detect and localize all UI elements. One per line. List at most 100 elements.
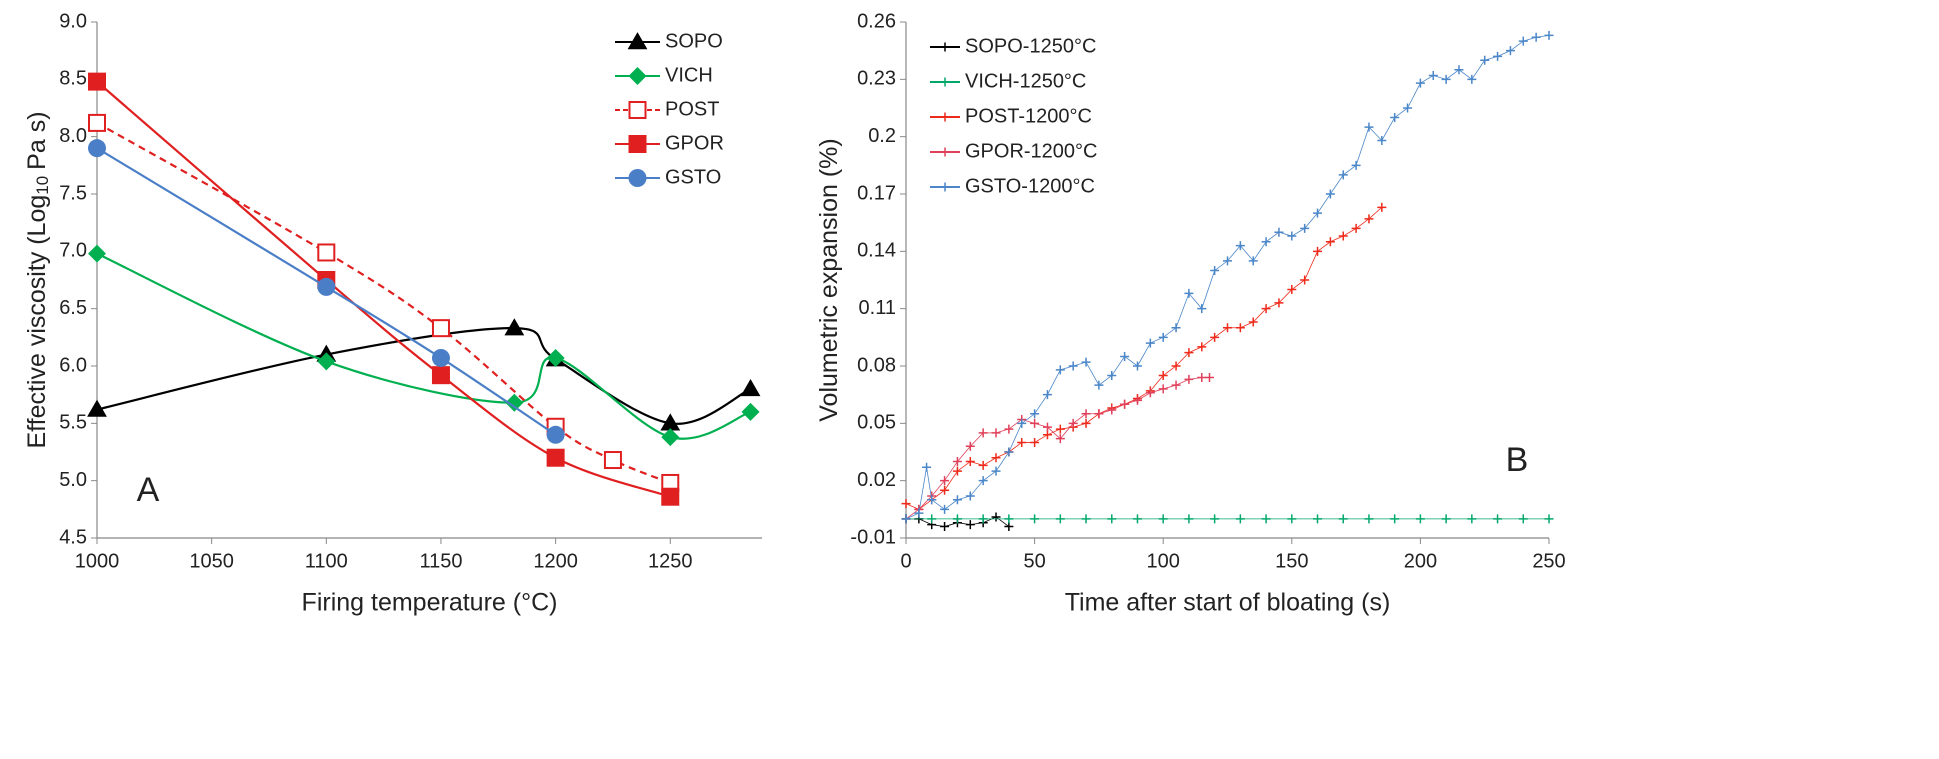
x-tick-label: 250	[1532, 550, 1565, 572]
y-axis-title-text: Volumetric expansion (%)	[815, 138, 843, 421]
marker	[1132, 395, 1142, 405]
panel: -0.01 0.02 0.05 0.08 0.11 0.14 0.17 0.2 0.23 0.26…	[815, 10, 1566, 616]
marker	[940, 476, 950, 486]
marker	[1235, 323, 1245, 333]
legend-label: VICH-1250°C	[965, 70, 1086, 92]
marker	[1261, 237, 1271, 247]
marker	[1184, 288, 1194, 298]
x-tick-label: 1100	[305, 550, 348, 572]
series-line	[905, 34, 1550, 520]
marker	[978, 514, 988, 524]
marker	[1184, 514, 1194, 524]
marker	[1055, 424, 1065, 434]
marker	[1351, 223, 1361, 233]
marker	[1300, 275, 1310, 285]
legend-label: GSTO-1200°C	[965, 175, 1095, 197]
marker	[1338, 231, 1348, 241]
marker	[1313, 208, 1323, 218]
marker	[1158, 384, 1168, 394]
marker	[1428, 71, 1438, 81]
marker	[1017, 437, 1027, 447]
marker	[1377, 202, 1387, 212]
marker	[965, 491, 975, 501]
x-tick-label: 1200	[533, 550, 578, 572]
x-tick-label: 1150	[419, 550, 462, 572]
marker	[1325, 237, 1335, 247]
panel: 4.5 5.0 5.5 6.0 6.5 7.0 7.5 8.0 8.5 9.0 1000 1050 11…	[23, 10, 762, 617]
marker	[1184, 348, 1194, 358]
marker	[1030, 514, 1040, 524]
marker	[991, 512, 1001, 522]
marker	[1261, 304, 1271, 314]
marker	[927, 495, 937, 505]
legend-label: GPOR	[665, 132, 724, 154]
y-tick-label: 0.2	[868, 125, 896, 147]
marker	[1223, 323, 1232, 333]
marker	[87, 399, 107, 417]
marker	[1454, 65, 1464, 75]
series-line	[905, 207, 1383, 510]
series-line	[96, 80, 671, 498]
marker	[1197, 372, 1207, 382]
legend-marker	[940, 112, 950, 122]
y-tick-label: 0.08	[857, 354, 896, 376]
marker	[1235, 514, 1245, 524]
series-line	[96, 121, 671, 484]
marker	[1107, 405, 1117, 415]
marker	[1505, 46, 1515, 56]
marker	[1042, 422, 1052, 432]
marker	[1171, 380, 1181, 390]
marker	[1132, 361, 1142, 371]
marker	[1261, 514, 1271, 524]
marker	[1210, 265, 1220, 275]
y-tick-label: 9.0	[59, 10, 87, 32]
y-tick-label: 0.11	[859, 297, 896, 319]
marker	[952, 466, 962, 476]
x-tick-label: 200	[1404, 550, 1437, 572]
legend-marker	[628, 169, 647, 187]
marker	[1493, 514, 1503, 524]
marker	[1205, 372, 1214, 382]
marker	[940, 504, 950, 514]
y-axis-title: Effective viscosity (Log10 Pa s)	[23, 111, 53, 448]
series-line	[96, 327, 752, 425]
marker	[1415, 78, 1425, 88]
legend-label: POST-1200°C	[965, 105, 1092, 127]
marker	[901, 499, 911, 509]
marker	[1094, 409, 1104, 419]
marker	[546, 348, 565, 367]
marker	[991, 428, 1001, 438]
marker	[317, 352, 336, 371]
legend-marker	[940, 77, 950, 87]
marker	[1055, 514, 1065, 524]
y-tick-label: 0.26	[857, 10, 896, 32]
y-tick-label: 5.0	[59, 469, 87, 491]
marker	[1184, 374, 1194, 384]
x-tick-label: 100	[1147, 550, 1180, 572]
marker	[1390, 113, 1400, 123]
marker	[1030, 418, 1040, 428]
legend-marker	[628, 101, 647, 119]
legend-label: VICH	[665, 64, 713, 86]
marker	[661, 487, 680, 506]
x-tick-label: 50	[1023, 550, 1045, 572]
y-tick-label: 5.5	[59, 412, 87, 434]
marker	[1042, 390, 1052, 400]
marker	[88, 72, 106, 91]
marker	[940, 485, 950, 495]
legend-marker	[940, 42, 950, 52]
marker	[317, 277, 336, 296]
marker	[1544, 30, 1554, 40]
x-tick-label: 0	[900, 550, 911, 572]
marker	[1081, 357, 1091, 367]
y-tick-label: 6.5	[59, 297, 87, 319]
legend-label: POST	[665, 98, 719, 120]
legend-marker	[628, 67, 647, 85]
marker	[965, 457, 975, 467]
marker	[1287, 514, 1297, 524]
x-tick-label: 1050	[189, 550, 234, 572]
y-tick-label: 0.23	[857, 68, 896, 90]
marker	[504, 318, 525, 336]
marker	[1480, 55, 1490, 65]
x-tick-label: 150	[1275, 550, 1308, 572]
